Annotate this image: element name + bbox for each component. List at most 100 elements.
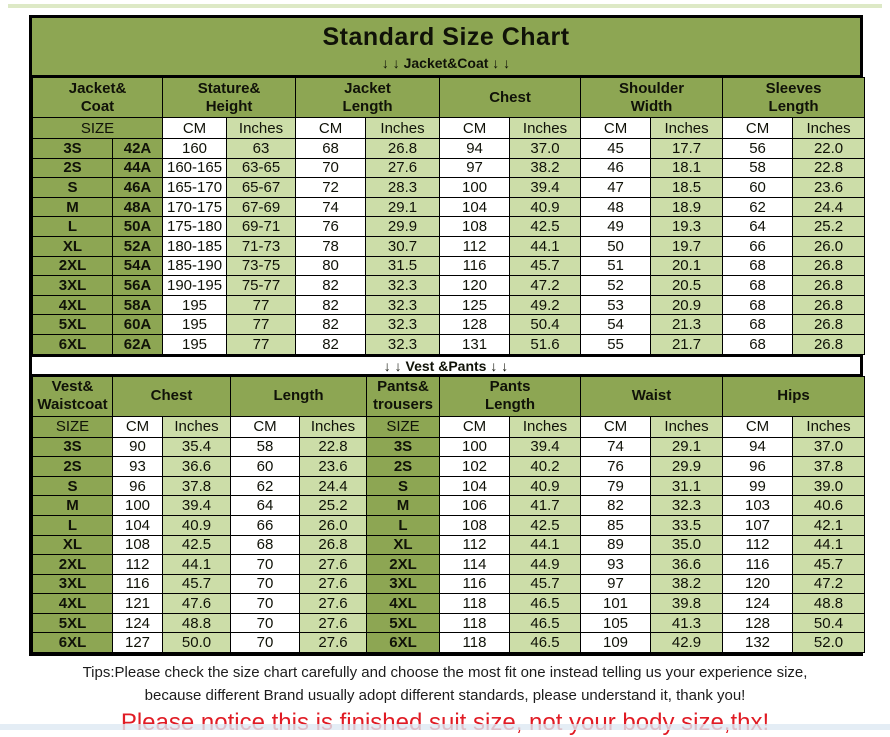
unit-header: Inches <box>792 415 866 438</box>
size-header: SIZE <box>366 415 440 438</box>
value-cell: 27.6 <box>299 573 367 595</box>
value-cell: 18.1 <box>650 157 724 179</box>
size-cell: 44A <box>111 157 164 179</box>
value-cell: 39.0 <box>792 475 866 497</box>
value-cell: 32.3 <box>365 314 441 335</box>
value-cell: 65-67 <box>226 177 297 198</box>
value-cell: 30.7 <box>365 235 441 257</box>
value-cell: 108 <box>112 534 163 556</box>
size-header: SIZE <box>31 117 164 139</box>
value-cell: 39.8 <box>649 593 724 614</box>
value-cell: 64 <box>722 216 794 237</box>
value-cell: 114 <box>439 554 510 575</box>
value-cell: 50.4 <box>792 612 866 634</box>
value-cell: 36.6 <box>649 554 724 575</box>
value-cell: 19.3 <box>650 216 724 237</box>
value-cell: 58 <box>722 157 794 179</box>
column-group-header: Chest <box>112 375 231 417</box>
value-cell: 44.1 <box>162 554 231 575</box>
value-cell: 68 <box>722 275 794 296</box>
value-cell: 49 <box>580 216 652 237</box>
value-cell: 50 <box>580 235 652 257</box>
value-cell: 24.4 <box>792 196 866 218</box>
value-cell: 70 <box>230 554 300 575</box>
size-cell: XL <box>32 235 113 257</box>
size-cell: 2XL <box>32 554 113 575</box>
table-row: L 104 40.9 66 26.0 L 108 42.5 85 33.5 107 42.1 <box>32 514 866 536</box>
value-cell: 105 <box>580 612 651 634</box>
value-cell: 108 <box>439 514 510 536</box>
value-cell: 60 <box>722 177 794 198</box>
value-cell: 128 <box>439 314 511 335</box>
value-cell: 124 <box>112 612 163 634</box>
value-cell: 21.3 <box>650 314 724 335</box>
value-cell: 175-180 <box>162 216 228 237</box>
unit-header: CM <box>295 117 367 139</box>
unit-header: Inches <box>162 415 231 438</box>
value-cell: 72 <box>295 177 367 198</box>
size-cell: 4XL <box>32 294 113 316</box>
unit-header: Inches <box>365 117 441 139</box>
value-cell: 29.9 <box>365 216 441 237</box>
value-cell: 26.8 <box>365 138 441 159</box>
vest-pants-table: Vest& Waistcoat Chest Length Pants& trouser… <box>32 375 866 654</box>
value-cell: 63-65 <box>226 157 297 179</box>
size-cell: 60A <box>111 314 164 335</box>
value-cell: 45.7 <box>792 554 866 575</box>
value-cell: 93 <box>580 554 651 575</box>
value-cell: 120 <box>439 275 511 296</box>
value-cell: 106 <box>439 495 510 516</box>
value-cell: 121 <box>112 593 163 614</box>
value-cell: 32.3 <box>365 294 441 316</box>
size-cell: 62A <box>111 333 164 355</box>
size-cell: 3S <box>32 436 113 458</box>
value-cell: 124 <box>722 593 794 614</box>
value-cell: 19.7 <box>650 235 724 257</box>
value-cell: 70 <box>230 593 300 614</box>
value-cell: 50.0 <box>162 632 231 654</box>
size-cell: 5XL <box>32 612 113 634</box>
unit-header: Inches <box>792 117 866 139</box>
size-cell: 54A <box>111 255 164 277</box>
value-cell: 70 <box>230 612 300 634</box>
value-cell: 100 <box>439 177 511 198</box>
value-cell: 48 <box>580 196 652 218</box>
value-cell: 112 <box>112 554 163 575</box>
value-cell: 190-195 <box>162 275 228 296</box>
column-group-header: Jacket& Coat <box>31 77 164 118</box>
value-cell: 51 <box>580 255 652 277</box>
table-row: M 48A 170-175 67-69 74 29.1 104 40.9 48 18.9 62 24.… <box>32 196 866 218</box>
value-cell: 128 <box>722 612 794 634</box>
value-cell: 37.8 <box>792 456 866 477</box>
value-cell: 42.5 <box>509 216 582 237</box>
value-cell: 100 <box>439 436 510 458</box>
value-cell: 66 <box>230 514 300 536</box>
value-cell: 131 <box>439 333 511 355</box>
value-cell: 165-170 <box>162 177 228 198</box>
value-cell: 26.8 <box>299 534 367 556</box>
value-cell: 160 <box>162 138 228 159</box>
value-cell: 41.3 <box>649 612 724 634</box>
value-cell: 76 <box>295 216 367 237</box>
table-row: S 46A 165-170 65-67 72 28.3 100 39.4 47 18.5 60 23.… <box>32 177 866 198</box>
table-row: 3XL 116 45.7 70 27.6 3XL 116 45.7 97 38.2 120 47.2 <box>32 573 866 595</box>
value-cell: 21.7 <box>650 333 724 355</box>
size-cell: XL <box>32 534 113 556</box>
table-row: 4XL 121 47.6 70 27.6 4XL 118 46.5 101 39.8 124 48.8 <box>32 593 866 614</box>
value-cell: 33.5 <box>649 514 724 536</box>
unit-header: CM <box>580 415 651 438</box>
value-cell: 58 <box>230 436 300 458</box>
value-cell: 125 <box>439 294 511 316</box>
table-row: 5XL 60A 195 77 82 32.3 128 50.4 54 21.3 68 26.8 <box>32 314 866 335</box>
value-cell: 195 <box>162 314 228 335</box>
decorative-bottom-strip <box>0 724 890 730</box>
value-cell: 31.1 <box>649 475 724 497</box>
value-cell: 37.8 <box>162 475 231 497</box>
value-cell: 46 <box>580 157 652 179</box>
value-cell: 35.0 <box>649 534 724 556</box>
value-cell: 47.6 <box>162 593 231 614</box>
value-cell: 26.8 <box>792 294 866 316</box>
size-cell: XL <box>366 534 440 556</box>
size-cell: M <box>366 495 440 516</box>
size-cell: 2S <box>32 456 113 477</box>
